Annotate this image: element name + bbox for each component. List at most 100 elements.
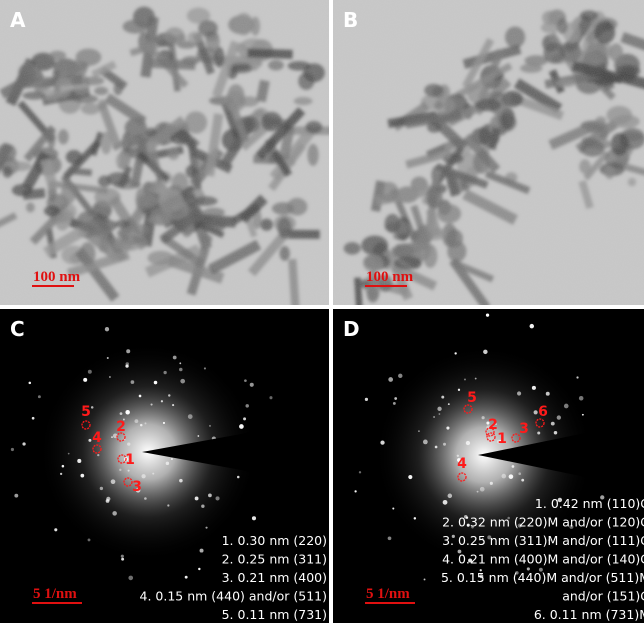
diffraction-dot: [465, 440, 471, 446]
diffraction-dot: [418, 430, 420, 432]
legend-line: 3. 0.25 nm (311)M and/or (111)G: [442, 533, 644, 548]
diffraction-dot: [59, 472, 63, 476]
diffraction-dot: [141, 474, 146, 479]
spot-marker: [535, 418, 545, 428]
diffraction-dot: [553, 431, 558, 435]
diffraction-dot: [521, 478, 525, 482]
diffraction-dot: [125, 362, 129, 366]
diffraction-dot: [170, 457, 173, 461]
diffraction-dot: [434, 445, 438, 449]
diffraction-dot: [144, 422, 147, 425]
legend-line: 4. 0.15 nm (440) and/or (511): [140, 589, 327, 604]
diffraction-dot: [215, 496, 220, 501]
diffraction-dot: [88, 438, 92, 442]
noise: [333, 0, 644, 305]
scale-bar-label: 5 1/nm: [366, 586, 410, 602]
diffraction-dot: [179, 362, 182, 365]
diffraction-dot: [392, 401, 396, 405]
diffraction-dot: [533, 410, 538, 415]
spot-label: 3: [519, 421, 529, 437]
diffraction-dot: [354, 490, 357, 493]
diffraction-dot: [422, 439, 428, 445]
diffraction-dot: [269, 396, 273, 400]
diffraction-dot: [125, 364, 129, 368]
diffraction-dot: [576, 376, 579, 379]
spot-marker: [457, 472, 467, 482]
panel-label: C: [10, 317, 25, 341]
legend-line: 2. 0.32 nm (220)M and/or (120)G: [442, 515, 644, 530]
diffraction-dot: [110, 479, 116, 485]
diffraction-dot: [457, 458, 461, 462]
diffraction-dot: [209, 424, 211, 427]
diffraction-dot: [54, 528, 58, 532]
diffraction-dot: [518, 472, 522, 476]
diffraction-dot: [106, 356, 109, 359]
diffraction-dot: [120, 554, 124, 558]
scale-bar-label: 5 1/nm: [33, 586, 77, 602]
diffraction-dot: [495, 423, 497, 426]
noise: [0, 0, 329, 305]
diffraction-dot: [125, 409, 130, 415]
diffraction-dot: [545, 391, 550, 396]
diffraction-dot: [433, 416, 435, 418]
diffraction-dot: [569, 524, 574, 529]
diffraction-dot: [442, 499, 448, 505]
diffraction-dot: [529, 323, 535, 329]
diffraction-dot: [515, 571, 519, 575]
diffraction-dot: [557, 497, 563, 503]
legend-line: 4. 0.21 nm (400)M and/or (140)G: [442, 552, 644, 567]
diffraction-dot: [408, 474, 413, 480]
diffraction-dot: [443, 442, 446, 446]
diffraction-dot: [31, 416, 35, 420]
legend-line: 1. 0.42 nm (110)G: [535, 496, 644, 511]
diffraction-dot: [243, 417, 247, 421]
spot-marker: [81, 420, 91, 430]
panel-label: D: [343, 317, 360, 341]
tem-image: [333, 0, 644, 305]
spots: 5 24 1 3 1. 0.30 nm (220) 2. 0.25 nm (311) 3. …: [81, 404, 327, 622]
diffraction-dot: [550, 421, 555, 426]
diffraction-dot: [413, 517, 417, 520]
diffraction-dot: [517, 391, 522, 396]
diffraction-dot: [105, 499, 110, 503]
diffraction-dot: [179, 478, 183, 483]
diffraction-dot: [140, 423, 143, 427]
diffraction-dot: [441, 395, 445, 399]
diffraction-dot: [457, 549, 462, 554]
diffraction-dot: [479, 569, 482, 572]
diffraction-dot: [14, 493, 19, 498]
spot-label: 3: [132, 479, 142, 495]
beam-stopper: [142, 418, 329, 486]
diffraction-dot: [251, 516, 257, 521]
diffraction-dot: [394, 397, 398, 400]
diffraction-dot: [112, 511, 117, 516]
diffraction-dot: [457, 388, 461, 392]
diffraction-image: [333, 309, 644, 623]
diffraction-dot: [201, 504, 205, 508]
diffraction-dot: [578, 396, 584, 401]
legend-line: 3. 0.21 nm (400): [222, 570, 327, 585]
diffraction-dot: [437, 406, 442, 411]
diffraction-dot: [388, 377, 394, 382]
diffraction-dot: [423, 578, 426, 581]
diffraction-dot: [127, 469, 130, 472]
diffraction-dot: [531, 385, 536, 390]
diffraction-dot: [508, 474, 514, 479]
diffraction-dot: [537, 431, 541, 435]
diffraction-dot: [153, 380, 158, 385]
diffraction-dot: [128, 575, 134, 581]
diffraction-dot: [179, 367, 183, 372]
diffraction-dot: [198, 567, 201, 571]
diffraction-dot: [28, 381, 32, 385]
diffraction-dot: [87, 538, 91, 542]
diffraction-dot: [474, 377, 477, 380]
diffraction-dot: [162, 421, 165, 424]
spot-label: 6: [538, 404, 548, 420]
diffraction-dot: [387, 536, 392, 541]
diffraction-dot: [22, 442, 26, 446]
diffraction-dot: [487, 535, 492, 540]
diffraction-dot: [481, 416, 485, 420]
diffraction-dot: [380, 440, 385, 445]
diffraction-dot: [83, 377, 88, 382]
